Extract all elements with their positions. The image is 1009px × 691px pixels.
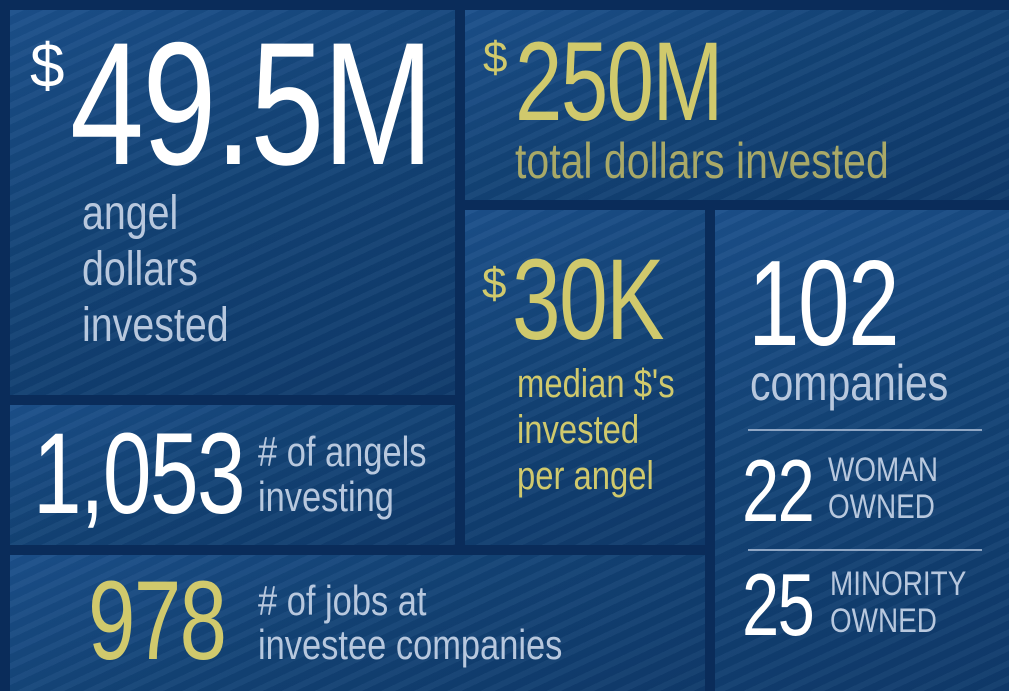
panel [10, 10, 455, 395]
prefix: $ [30, 32, 65, 101]
stat-label: companies [750, 355, 949, 411]
panel [465, 10, 1009, 200]
stat-label: dollars [82, 243, 198, 296]
panel [715, 210, 1009, 691]
stat-label: # of jobs at [258, 577, 427, 624]
stat-label: angel [82, 187, 179, 240]
stat-value: 22 [742, 441, 815, 540]
stat-label: MINORITY [830, 565, 967, 603]
stat-value: 1,053 [33, 410, 246, 538]
stat-label: investee companies [258, 621, 563, 668]
stat-label: OWNED [830, 602, 937, 640]
stat-value: 250M [515, 19, 723, 144]
divider [748, 549, 982, 551]
stat-label: investing [258, 473, 394, 520]
stat-label: OWNED [828, 488, 935, 526]
panel [10, 405, 455, 545]
prefix: $ [483, 33, 508, 82]
divider [748, 429, 982, 431]
stat-label: total dollars invested [515, 133, 889, 189]
stat-label: invested [82, 299, 229, 352]
stat-label: invested [517, 408, 640, 452]
panel [465, 210, 705, 545]
stat-label: WOMAN [828, 451, 938, 489]
stat-label: per angel [517, 454, 654, 498]
prefix: $ [482, 259, 507, 308]
stat-label: median $'s [517, 362, 675, 406]
panel [10, 555, 705, 691]
stat-value: 25 [742, 555, 815, 654]
stat-value: 102 [748, 235, 900, 371]
stat-value: 49.5M [70, 7, 434, 202]
stat-value: 978 [88, 558, 227, 683]
stat-value: 30K [512, 236, 664, 364]
stat-label: # of angels [258, 428, 427, 475]
